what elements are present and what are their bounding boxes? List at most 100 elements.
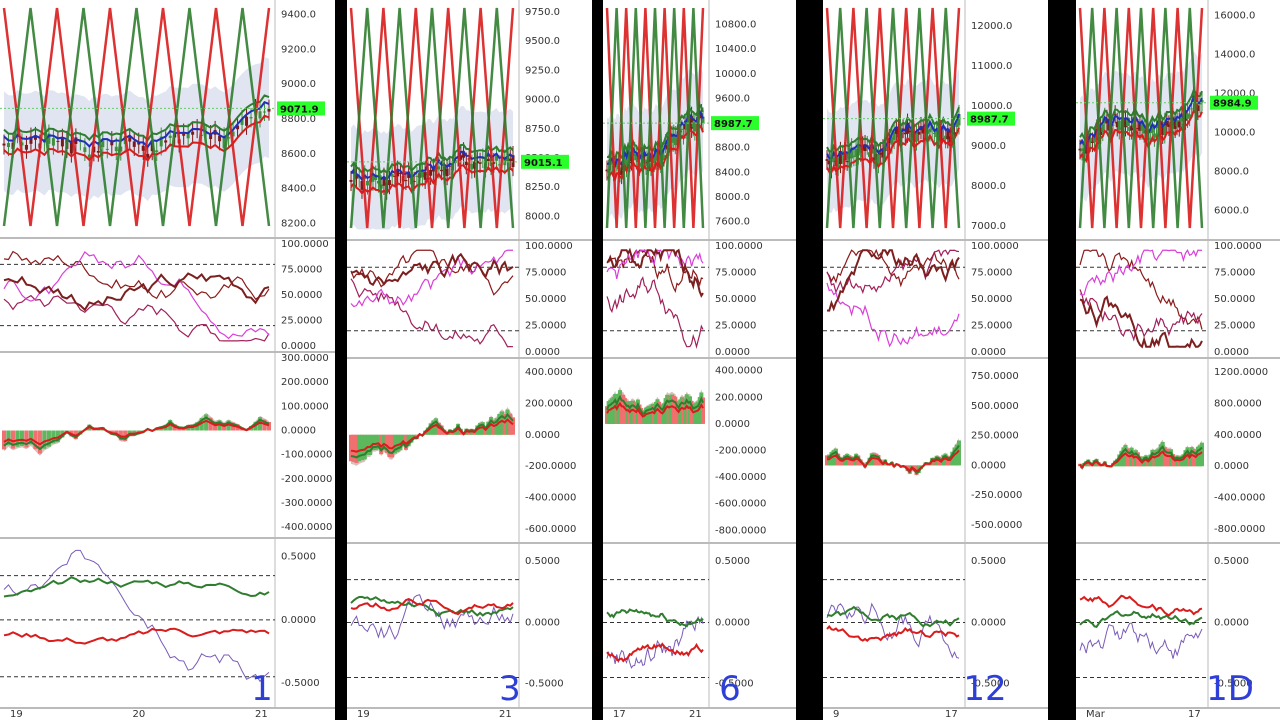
candle-body bbox=[903, 132, 907, 135]
candle-body bbox=[60, 137, 64, 147]
osc-line-3 bbox=[1079, 594, 1203, 617]
y-tick-label: 0.0000 bbox=[525, 347, 560, 358]
y-tick-label: 75.0000 bbox=[715, 268, 756, 279]
y-tick-label: 8000.0 bbox=[715, 192, 750, 203]
candle-body bbox=[859, 146, 863, 153]
candle-body bbox=[398, 172, 402, 174]
candle-body bbox=[701, 116, 705, 124]
subplot-macd: 300.0000 200.0000 100.0000 0.0000 -100.0000 -… bbox=[0, 352, 335, 539]
macd-histogram-bar bbox=[831, 450, 836, 466]
candle-body bbox=[1088, 137, 1092, 143]
macd-histogram-bar bbox=[1119, 450, 1124, 467]
macd-histogram-bar bbox=[478, 422, 483, 435]
macd-histogram-bar bbox=[431, 420, 436, 435]
candle-body bbox=[209, 134, 213, 140]
x-tick-label: 21 bbox=[689, 709, 702, 720]
candle-body bbox=[921, 127, 925, 134]
candle-body bbox=[673, 135, 677, 146]
x-tick-label: 17 bbox=[613, 709, 626, 720]
candle-body bbox=[892, 131, 896, 140]
zigzag-line-1 bbox=[605, 7, 705, 229]
macd-histogram-bar bbox=[434, 418, 439, 435]
stoch-line-3 bbox=[826, 282, 960, 348]
macd-signal-line-1 bbox=[606, 394, 704, 416]
macd-histogram-bar bbox=[379, 434, 384, 455]
candle-body bbox=[881, 148, 885, 158]
stoch-line-2 bbox=[826, 249, 960, 295]
candle-body bbox=[1163, 121, 1167, 135]
macd-histogram-bar bbox=[370, 434, 375, 451]
candle-body bbox=[114, 146, 118, 152]
macd-histogram-bar bbox=[845, 453, 850, 466]
candle-body bbox=[437, 166, 441, 170]
zigzag-line-1 bbox=[349, 7, 515, 229]
candle-body bbox=[1179, 117, 1183, 122]
y-tick-label: 0.0000 bbox=[525, 430, 560, 441]
stoch-line-4 bbox=[826, 249, 960, 312]
chart-svg: 9750.09500.09250.09000.08750.08500.08250… bbox=[347, 0, 592, 720]
macd-histogram-bar bbox=[28, 430, 33, 445]
macd-histogram-bar bbox=[1152, 451, 1157, 467]
y-tick-label: -0.5000 bbox=[525, 679, 564, 690]
candle-body bbox=[459, 155, 463, 160]
y-tick-label: 0.0000 bbox=[525, 617, 560, 628]
y-tick-label: 0.5000 bbox=[525, 556, 560, 567]
macd-histogram-bar bbox=[954, 444, 959, 466]
macd-histogram-bar bbox=[1156, 448, 1161, 467]
osc-line-3 bbox=[826, 625, 960, 642]
macd-histogram-bar bbox=[387, 434, 392, 458]
macd-histogram-bar bbox=[1123, 444, 1128, 467]
macd-histogram-bar bbox=[508, 413, 513, 435]
stoch-line-3 bbox=[3, 250, 270, 340]
y-tick-label: 11000.0 bbox=[971, 61, 1012, 72]
price-tag: 8984.9 bbox=[1213, 99, 1252, 110]
candle-body bbox=[182, 132, 186, 136]
candle-body bbox=[440, 169, 444, 172]
y-tick-label: 6000.0 bbox=[1214, 206, 1249, 217]
y-tick-label: 300.0000 bbox=[281, 353, 329, 364]
candle-body bbox=[1186, 113, 1190, 119]
y-tick-label: 9750.0 bbox=[525, 7, 560, 18]
candle-body bbox=[412, 180, 416, 182]
chart-panel-12: 12000.0 11000.0 10000.0 9000.0 8000.0 7000.0 8… bbox=[823, 0, 1048, 720]
macd-histogram-bar bbox=[874, 453, 879, 466]
candle-body bbox=[917, 131, 921, 135]
y-tick-label: 50.0000 bbox=[1214, 294, 1255, 305]
y-tick-label: 9250.0 bbox=[525, 65, 560, 76]
macd-histogram-bar bbox=[398, 434, 403, 451]
y-tick-label: 100.0000 bbox=[525, 241, 573, 252]
candle-body bbox=[1152, 133, 1156, 138]
stoch-line-4 bbox=[3, 272, 270, 312]
candle-body bbox=[683, 123, 687, 130]
macd-histogram-bar bbox=[2, 430, 6, 450]
macd-signal-line-1 bbox=[350, 412, 514, 459]
stoch-line-1 bbox=[3, 250, 270, 300]
y-tick-label: 50.0000 bbox=[971, 294, 1012, 305]
y-tick-label: 0.5000 bbox=[971, 556, 1006, 567]
candle-body bbox=[249, 117, 253, 119]
candle-body bbox=[1128, 126, 1132, 131]
subplot-price: 16000.0 14000.0 12000.0 10000.0 8000.0 6000.0… bbox=[1076, 0, 1280, 241]
y-tick-label: 50.0000 bbox=[281, 290, 322, 301]
y-tick-label: 0.0000 bbox=[715, 419, 750, 430]
y-tick-label: 0.0000 bbox=[281, 341, 316, 352]
macd-histogram-bar bbox=[1179, 455, 1184, 467]
candle-body bbox=[1183, 111, 1187, 121]
x-tick-label: Mar bbox=[1086, 709, 1106, 720]
macd-signal-line-2 bbox=[3, 419, 270, 446]
candle-body bbox=[6, 143, 10, 148]
y-tick-label: -600.0000 bbox=[525, 524, 576, 535]
candle-body bbox=[475, 160, 479, 164]
y-tick-label: 100.0000 bbox=[281, 239, 329, 250]
osc-line-1 bbox=[3, 549, 270, 683]
candle-body bbox=[693, 122, 697, 132]
moving-average-line-3 bbox=[3, 94, 270, 142]
candle-body bbox=[492, 162, 496, 164]
candle-body bbox=[376, 180, 380, 184]
price-tag-box bbox=[967, 111, 1015, 126]
timeframe-label: 12 bbox=[963, 669, 1006, 709]
candle-body bbox=[625, 158, 629, 169]
candle-body bbox=[387, 180, 391, 186]
chart-svg: 12000.0 11000.0 10000.0 9000.0 8000.0 7000.0 8… bbox=[823, 0, 1048, 720]
macd-histogram-bar bbox=[19, 430, 24, 446]
